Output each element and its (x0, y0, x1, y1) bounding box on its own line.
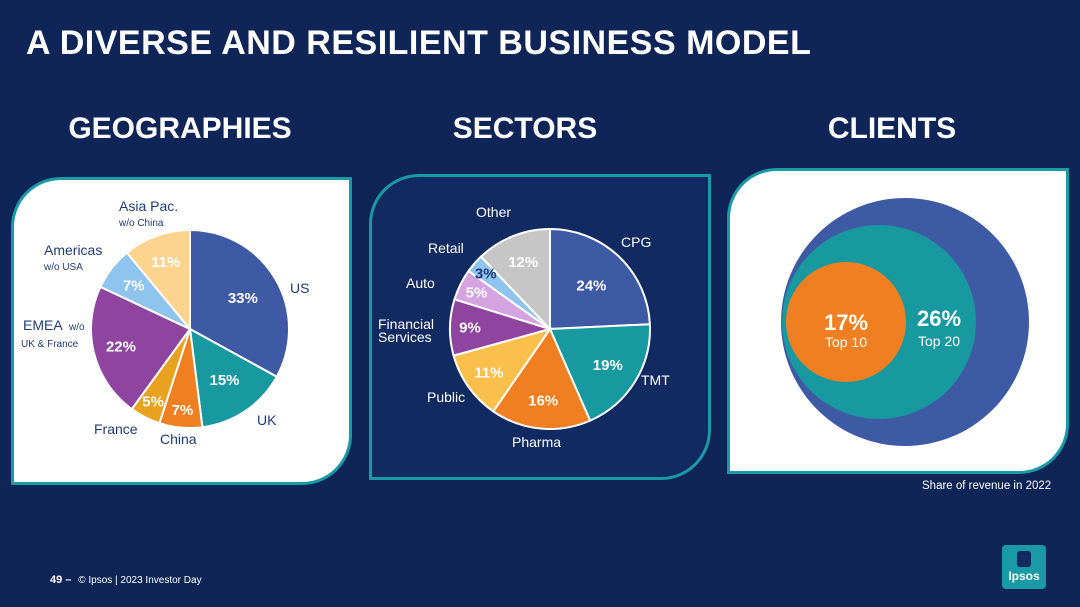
geo-value-emea-w-o-uk-france: 22% (106, 339, 136, 356)
label-asia-pac-sub: w/o China (118, 218, 164, 229)
label-china: China (160, 431, 197, 447)
label-pharma: Pharma (512, 434, 561, 450)
geo-value-china: 7% (172, 402, 194, 419)
footer: 49 – © Ipsos | 2023 Investor Day (50, 574, 202, 586)
geo-value-americas-w-o-usa: 7% (123, 277, 145, 294)
clients-panel: 17% Top 10 26% Top 20 (727, 168, 1069, 474)
sec-value-pharma: 16% (528, 393, 558, 410)
label-uk: UK (257, 412, 277, 428)
geo-value-france: 5% (142, 393, 164, 410)
logo-mark-icon (1017, 551, 1031, 567)
geo-slice-us (189, 228, 290, 379)
label-americas: Americas (44, 242, 102, 258)
page-title: A DIVERSE AND RESILIENT BUSINESS MODEL (26, 24, 812, 62)
circle-top10 (786, 262, 906, 382)
logo-text: Ipsos (1008, 569, 1040, 583)
sec-value-retail: 3% (475, 265, 497, 282)
sec-slice-pharma (491, 326, 592, 430)
clients-footnote: Share of revenue in 2022 (922, 480, 1052, 492)
clients-heading: CLIENTS (827, 112, 957, 145)
label-emea-sub1: w/o (68, 322, 85, 333)
label-financial: Financial (378, 316, 434, 332)
sec-value-public: 11% (474, 365, 503, 382)
ipsos-logo: Ipsos (1002, 545, 1046, 589)
label-france: France (94, 421, 138, 437)
label-public: Public (427, 389, 465, 405)
sec-slice-other (479, 227, 551, 332)
label-auto: Auto (406, 275, 435, 291)
top10-value: 17% (824, 310, 868, 335)
page-number: 49 – (50, 574, 72, 586)
sec-slice-cpg (549, 227, 651, 331)
sec-value-cpg: 24% (576, 278, 606, 295)
geo-value-asia-pac-w-o-china: 11% (151, 254, 180, 271)
sec-slice-tmt (548, 323, 651, 422)
label-other: Other (476, 204, 511, 220)
geographies-panel: 33% 15% 7% 5% 22% 7% 11% Asia Pac. w/o China A… (11, 177, 352, 485)
geo-value-uk: 15% (209, 372, 239, 389)
label-services: Services (378, 329, 432, 345)
geo-slice-uk (188, 327, 279, 429)
geo-slice-asia-pac-w-o-china (125, 228, 191, 332)
sec-value-other: 12% (508, 254, 538, 271)
sec-value-financial-services: 9% (459, 320, 481, 337)
label-asia-pac: Asia Pac. (119, 198, 178, 214)
label-cpg: CPG (621, 234, 651, 250)
top10-label: Top 10 (825, 334, 867, 350)
label-emea: EMEA (23, 317, 63, 333)
top20-label: Top 20 (918, 333, 960, 349)
label-retail: Retail (428, 240, 464, 256)
label-emea-sub2: UK & France (21, 339, 79, 350)
sectors-pie-chart: 24%19%16%11%9%5%3%12% Other Retail Auto … (378, 204, 670, 450)
geographies-heading: GEOGRAPHIES (68, 112, 292, 145)
geographies-pie-chart: 33% 15% 7% 5% 22% 7% 11% Asia Pac. w/o China A… (21, 198, 309, 447)
clients-circles-chart: 17% Top 10 26% Top 20 (781, 198, 1029, 446)
label-us: US (290, 280, 309, 296)
sectors-heading: SECTORS (452, 112, 598, 145)
top20-value: 26% (917, 306, 961, 331)
label-americas-sub: w/o USA (43, 262, 83, 273)
geo-value-us: 33% (228, 290, 258, 307)
label-tmt: TMT (641, 372, 670, 388)
sec-value-auto: 5% (466, 285, 488, 302)
sec-value-tmt: 19% (593, 357, 623, 374)
footer-text: © Ipsos | 2023 Investor Day (78, 575, 202, 586)
sectors-panel: 24% 19% 16% 11% 9% 5% 3% 12% Other Retail Auto … (369, 174, 711, 480)
